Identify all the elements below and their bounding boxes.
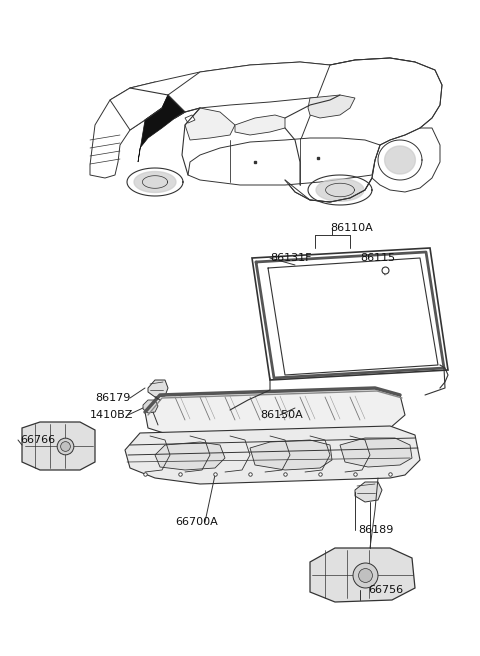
Polygon shape xyxy=(138,95,185,162)
Polygon shape xyxy=(22,422,95,470)
Text: 86179: 86179 xyxy=(95,393,131,403)
Polygon shape xyxy=(148,380,168,397)
Text: 66756: 66756 xyxy=(368,585,403,595)
Text: 1410BZ: 1410BZ xyxy=(90,410,133,420)
Polygon shape xyxy=(168,58,420,118)
Polygon shape xyxy=(188,138,380,185)
Polygon shape xyxy=(316,178,364,201)
Polygon shape xyxy=(355,482,382,502)
Polygon shape xyxy=(384,146,415,174)
Polygon shape xyxy=(90,82,168,178)
Polygon shape xyxy=(235,115,285,135)
Polygon shape xyxy=(185,108,235,140)
Polygon shape xyxy=(145,388,405,435)
Text: 66766: 66766 xyxy=(20,435,55,445)
Polygon shape xyxy=(340,438,412,467)
Polygon shape xyxy=(308,95,355,118)
Text: 86150A: 86150A xyxy=(260,410,303,420)
Text: 66700A: 66700A xyxy=(175,517,218,527)
Polygon shape xyxy=(285,58,442,202)
Polygon shape xyxy=(185,115,195,123)
Polygon shape xyxy=(125,426,420,484)
Text: 86115: 86115 xyxy=(360,253,395,263)
Text: 86110A: 86110A xyxy=(330,223,373,233)
Polygon shape xyxy=(250,440,332,470)
Polygon shape xyxy=(110,62,340,130)
Text: 86131F: 86131F xyxy=(270,253,312,263)
Polygon shape xyxy=(155,442,225,470)
Polygon shape xyxy=(310,548,415,602)
Text: 86189: 86189 xyxy=(358,525,394,535)
Polygon shape xyxy=(134,171,176,192)
Polygon shape xyxy=(252,248,448,380)
Polygon shape xyxy=(143,400,158,413)
